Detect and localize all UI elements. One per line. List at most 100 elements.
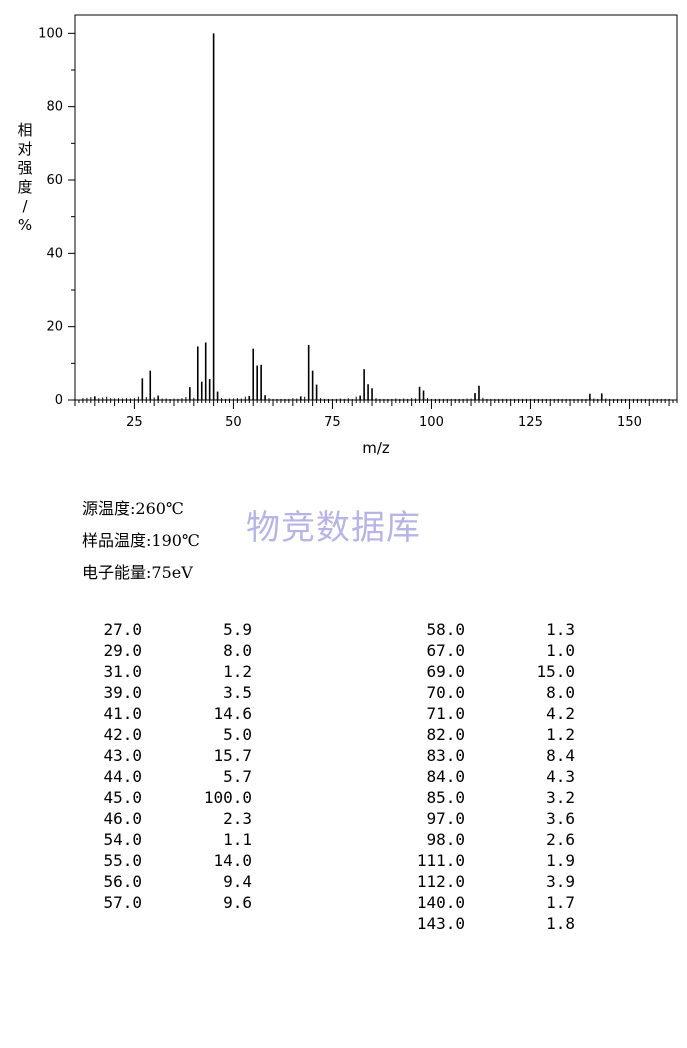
peak-intensity: 15.7 bbox=[213, 746, 252, 765]
x-tick-label: 100 bbox=[419, 415, 444, 430]
peak-table-row: 43.0 15.7 bbox=[72, 746, 272, 767]
peak-mz: 31.0 bbox=[103, 662, 142, 681]
peak-mz: 44.0 bbox=[103, 767, 142, 786]
peak-table-row: 57.0 9.6 bbox=[72, 893, 272, 914]
peak-mz: 42.0 bbox=[103, 725, 142, 744]
source-temperature: 源温度:260℃ bbox=[82, 499, 184, 518]
peak-intensity: 5.7 bbox=[223, 767, 252, 786]
peak-table-row: 70.0 8.0 bbox=[395, 683, 595, 704]
peak-mz: 54.0 bbox=[103, 830, 142, 849]
peak-mz: 41.0 bbox=[103, 704, 142, 723]
x-axis-title: m/z bbox=[362, 439, 390, 457]
peak-mz: 58.0 bbox=[426, 620, 465, 639]
peak-intensity: 9.6 bbox=[223, 893, 252, 912]
peak-intensity: 9.4 bbox=[223, 872, 252, 891]
mass-spectrum-chart: 0 20 40 60 80 100 25 50 75 100 125 150 m/z 相对强度/% bbox=[17, 14, 678, 457]
plot-frame bbox=[74, 14, 678, 401]
y-axis-ticks: 0 20 40 60 80 100 bbox=[38, 26, 75, 408]
peak-table-row: 46.0 2.3 bbox=[72, 809, 272, 830]
peak-intensity: 2.6 bbox=[546, 830, 575, 849]
y-tick-label: 80 bbox=[46, 100, 63, 115]
peak-table-row: 56.0 9.4 bbox=[72, 872, 272, 893]
peak-table-row: 69.0 15.0 bbox=[395, 662, 595, 683]
electron-energy: 电子能量:75eV bbox=[82, 563, 193, 582]
peak-table-row: 58.0 1.3 bbox=[395, 620, 595, 641]
peak-intensity: 3.6 bbox=[546, 809, 575, 828]
peak-mz: 70.0 bbox=[426, 683, 465, 702]
peak-table-row: 143.0 1.8 bbox=[395, 914, 595, 935]
peak-mz: 29.0 bbox=[103, 641, 142, 660]
x-tick-label: 50 bbox=[225, 415, 242, 430]
peak-mz: 57.0 bbox=[103, 893, 142, 912]
peak-mz: 85.0 bbox=[426, 788, 465, 807]
peak-intensity: 1.8 bbox=[546, 914, 575, 933]
peak-intensity: 8.0 bbox=[223, 641, 252, 660]
peak-mz: 46.0 bbox=[103, 809, 142, 828]
peak-table-row: 27.0 5.9 bbox=[72, 620, 272, 641]
peak-mz: 69.0 bbox=[426, 662, 465, 681]
peak-intensity: 1.9 bbox=[546, 851, 575, 870]
peak-mz: 45.0 bbox=[103, 788, 142, 807]
peak-mz: 97.0 bbox=[426, 809, 465, 828]
peak-mz: 98.0 bbox=[426, 830, 465, 849]
peak-table-row: 44.0 5.7 bbox=[72, 767, 272, 788]
peak-intensity: 1.3 bbox=[546, 620, 575, 639]
peak-mz: 67.0 bbox=[426, 641, 465, 660]
peak-table-row: 31.0 1.2 bbox=[72, 662, 272, 683]
peak-intensity: 1.0 bbox=[546, 641, 575, 660]
peak-table-row: 45.0 100.0 bbox=[72, 788, 272, 809]
peak-mz: 39.0 bbox=[103, 683, 142, 702]
peak-table-row: 39.0 3.5 bbox=[72, 683, 272, 704]
peak-table-row: 29.0 8.0 bbox=[72, 641, 272, 662]
x-tick-label: 25 bbox=[126, 415, 143, 430]
peak-intensity: 3.5 bbox=[223, 683, 252, 702]
peak-intensity: 5.9 bbox=[223, 620, 252, 639]
peak-intensity: 2.3 bbox=[223, 809, 252, 828]
peak-table-row: 82.0 1.2 bbox=[395, 725, 595, 746]
peak-mz: 112.0 bbox=[416, 872, 465, 891]
peak-intensity: 14.6 bbox=[213, 704, 252, 723]
peak-table-row: 71.0 4.2 bbox=[395, 704, 595, 725]
peak-intensity: 15.0 bbox=[536, 662, 575, 681]
peak-mz: 140.0 bbox=[416, 893, 465, 912]
peak-mz: 71.0 bbox=[426, 704, 465, 723]
y-tick-label: 60 bbox=[46, 173, 63, 188]
peak-intensity: 1.2 bbox=[546, 725, 575, 744]
peak-table-row: 97.0 3.6 bbox=[395, 809, 595, 830]
peak-mz: 56.0 bbox=[103, 872, 142, 891]
peak-mz: 143.0 bbox=[416, 914, 465, 933]
peak-table-row: 111.0 1.9 bbox=[395, 851, 595, 872]
peak-table-row: 83.0 8.4 bbox=[395, 746, 595, 767]
peak-intensity: 8.4 bbox=[546, 746, 575, 765]
peak-bars bbox=[82, 33, 670, 400]
peak-mz: 43.0 bbox=[103, 746, 142, 765]
peak-intensity: 100.0 bbox=[203, 788, 252, 807]
peak-intensity: 1.2 bbox=[223, 662, 252, 681]
peak-intensity: 4.2 bbox=[546, 704, 575, 723]
y-tick-label: 100 bbox=[38, 26, 63, 41]
y-tick-label: 20 bbox=[46, 320, 63, 335]
peak-mz: 111.0 bbox=[416, 851, 465, 870]
peak-intensity: 1.7 bbox=[546, 893, 575, 912]
x-tick-label: 125 bbox=[518, 415, 543, 430]
peak-table-row: 85.0 3.2 bbox=[395, 788, 595, 809]
peak-intensity: 3.2 bbox=[546, 788, 575, 807]
sample-temperature: 样品温度:190℃ bbox=[82, 531, 200, 550]
y-tick-label: 0 bbox=[55, 393, 63, 408]
peak-intensity: 8.0 bbox=[546, 683, 575, 702]
peak-table-row: 67.0 1.0 bbox=[395, 641, 595, 662]
peak-mz: 82.0 bbox=[426, 725, 465, 744]
y-tick-label: 40 bbox=[46, 246, 63, 261]
peak-table-row: 41.0 14.6 bbox=[72, 704, 272, 725]
peak-table-row: 98.0 2.6 bbox=[395, 830, 595, 851]
peak-mz: 83.0 bbox=[426, 746, 465, 765]
peak-mz: 55.0 bbox=[103, 851, 142, 870]
watermark-text: 物竞数据库 bbox=[246, 508, 421, 548]
peak-intensity: 1.1 bbox=[223, 830, 252, 849]
peak-table-row: 112.0 3.9 bbox=[395, 872, 595, 893]
peak-intensity: 4.3 bbox=[546, 767, 575, 786]
peak-intensity: 3.9 bbox=[546, 872, 575, 891]
x-axis-ticks: 25 50 75 100 125 150 bbox=[74, 400, 678, 430]
peak-intensity: 5.0 bbox=[223, 725, 252, 744]
peak-table-row: 84.0 4.3 bbox=[395, 767, 595, 788]
